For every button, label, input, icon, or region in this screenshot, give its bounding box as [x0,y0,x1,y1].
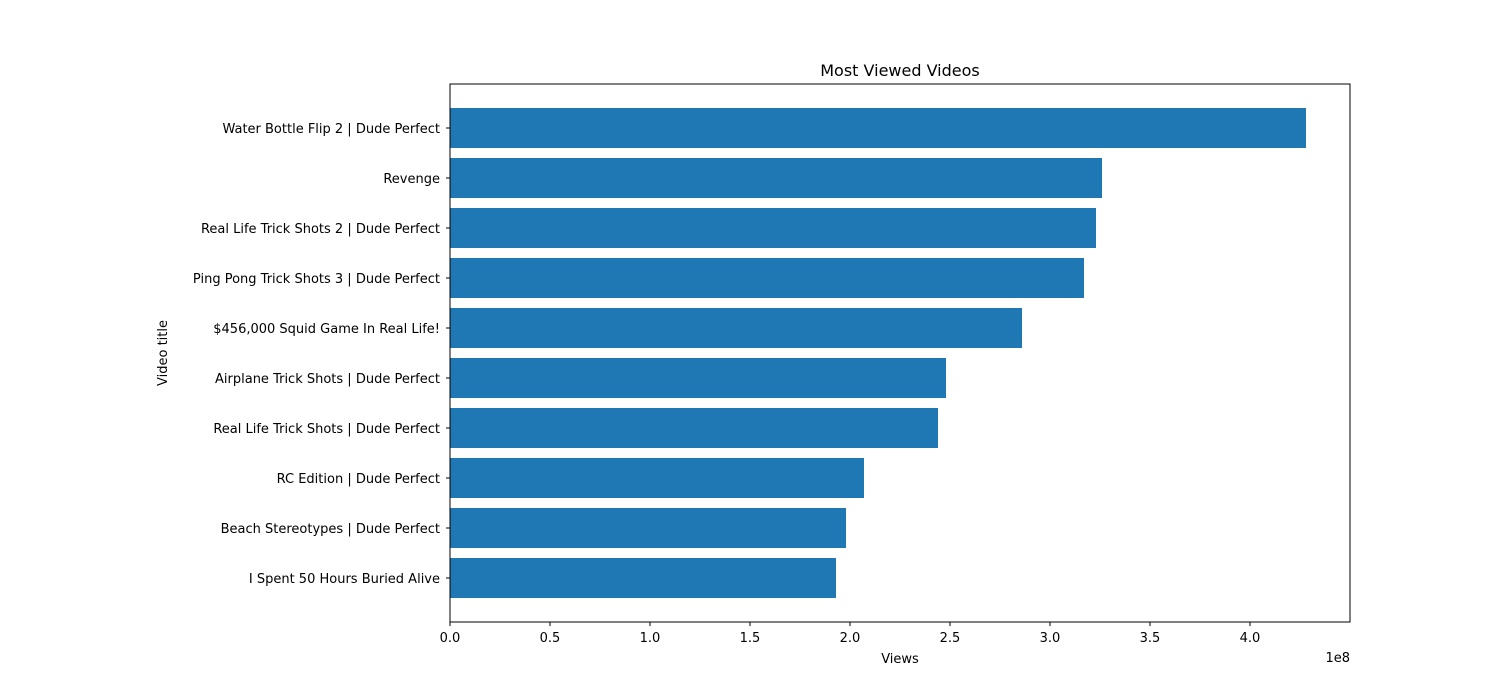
bars [450,108,1306,598]
x-tick-label: 3.0 [1040,631,1061,646]
x-tick-label: 2.5 [940,631,961,646]
y-axis-ticks: Water Bottle Flip 2 | Dude Perfect Reveng… [193,122,450,587]
y-tick-label: I Spent 50 Hours Buried Alive [249,572,440,587]
y-tick-label: Beach Stereotypes | Dude Perfect [221,522,440,537]
y-tick-label: Real Life Trick Shots | Dude Perfect [213,422,440,437]
x-tick-label: 3.5 [1140,631,1161,646]
y-tick-label: $456,000 Squid Game In Real Life! [213,322,440,337]
x-tick-label: 0.5 [540,631,561,646]
x-tick-label: 1.0 [640,631,661,646]
x-axis-ticks: 0.0 0.5 1.0 1.5 2.0 2.5 3.0 3.5 4.0 [440,622,1261,646]
bar [450,258,1084,298]
x-axis-offset-label: 1e8 [1325,651,1350,666]
x-tick-label: 0.0 [440,631,461,646]
bar [450,558,836,598]
y-tick-label: Revenge [383,172,440,187]
y-tick-label: Real Life Trick Shots 2 | Dude Perfect [201,222,440,237]
y-axis-label: Video title [156,320,171,386]
bar [450,508,846,548]
y-tick-label: Water Bottle Flip 2 | Dude Perfect [222,122,440,137]
bar [450,458,864,498]
x-axis-label: Views [881,652,919,667]
x-tick-label: 1.5 [740,631,761,646]
y-tick-label: Ping Pong Trick Shots 3 | Dude Perfect [193,272,440,287]
bar [450,108,1306,148]
x-tick-label: 2.0 [840,631,861,646]
chart-title: Most Viewed Videos [820,61,980,80]
bar [450,408,938,448]
plot-frame [449,83,1351,623]
y-tick-label: RC Edition | Dude Perfect [277,472,440,487]
bar [450,358,946,398]
bar [450,308,1022,348]
x-tick-label: 4.0 [1240,631,1261,646]
y-tick-label: Airplane Trick Shots | Dude Perfect [215,372,440,387]
bar [450,208,1096,248]
bar [450,158,1102,198]
